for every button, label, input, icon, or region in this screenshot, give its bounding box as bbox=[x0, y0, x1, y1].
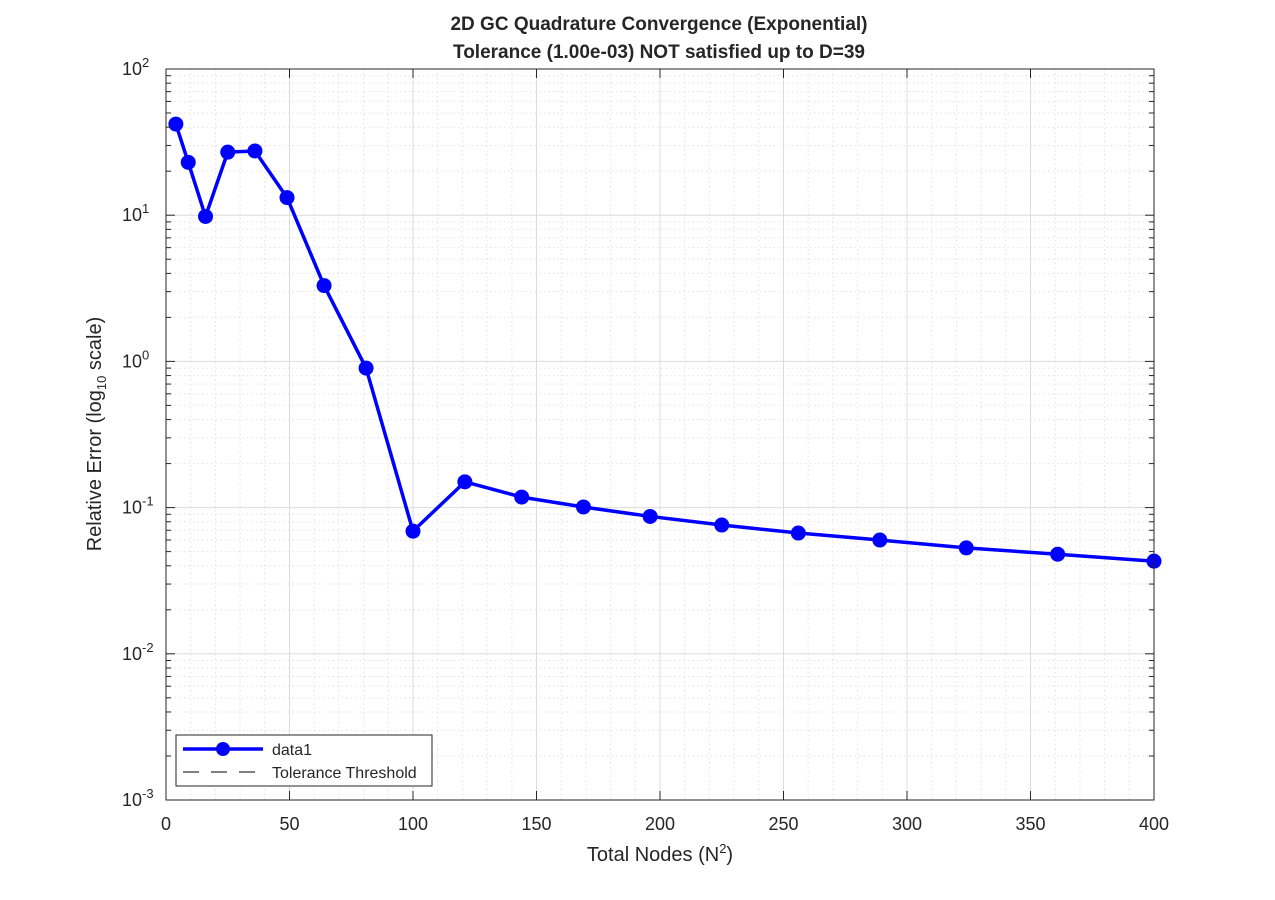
y-tick-label: 10-1 bbox=[122, 494, 154, 518]
data-point bbox=[457, 474, 473, 490]
data-point bbox=[642, 508, 658, 524]
data-point bbox=[958, 540, 974, 556]
legend-label-data1: data1 bbox=[272, 742, 312, 759]
x-tick-label: 0 bbox=[161, 814, 171, 834]
data-point bbox=[514, 489, 530, 505]
data-point bbox=[247, 143, 263, 159]
y-tick-label: 10-2 bbox=[122, 640, 154, 664]
data-point bbox=[168, 116, 184, 132]
x-tick-label: 150 bbox=[521, 814, 551, 834]
x-tick-label: 100 bbox=[398, 814, 428, 834]
x-axis-label: Total Nodes (N2) bbox=[587, 841, 733, 866]
data-point bbox=[220, 144, 236, 160]
y-tick-label: 10-3 bbox=[122, 786, 154, 810]
x-axis-label-sup: 2 bbox=[719, 841, 726, 856]
data-point bbox=[198, 208, 214, 224]
data-point bbox=[872, 532, 888, 548]
x-axis-label-text: Total Nodes (N bbox=[587, 844, 719, 866]
legend-box bbox=[175, 734, 433, 787]
legend-marker-data1 bbox=[216, 742, 230, 756]
x-tick-label: 50 bbox=[279, 814, 299, 834]
x-tick-label: 400 bbox=[1139, 814, 1169, 834]
data-point bbox=[279, 190, 295, 206]
x-tick-label: 300 bbox=[892, 814, 922, 834]
x-tick-label: 350 bbox=[1015, 814, 1045, 834]
chart-title-line-1: 2D GC Quadrature Convergence (Exponentia… bbox=[450, 14, 867, 35]
x-tick-label: 200 bbox=[645, 814, 675, 834]
y-axis-label-suffix: scale) bbox=[84, 317, 106, 376]
y-tick-label: 100 bbox=[122, 347, 149, 371]
data-point bbox=[405, 523, 421, 539]
data-point bbox=[714, 517, 730, 533]
data-point bbox=[1050, 546, 1066, 562]
y-axis-label-text: Relative Error (log bbox=[84, 390, 106, 551]
legend-label-tolerance: Tolerance Threshold bbox=[272, 765, 417, 782]
legend: data1 Tolerance Threshold bbox=[175, 734, 433, 787]
data-point bbox=[790, 525, 806, 541]
y-tick-label: 101 bbox=[122, 201, 149, 225]
data-point bbox=[180, 154, 196, 170]
chart-title-line-2: Tolerance (1.00e-03) NOT satisfied up to… bbox=[453, 42, 865, 63]
minor-grid bbox=[166, 69, 1154, 800]
data-point bbox=[358, 360, 374, 376]
data-point bbox=[316, 278, 332, 294]
y-axis-label-sub: 10 bbox=[94, 376, 109, 390]
x-axis-label-suffix: ) bbox=[726, 844, 733, 866]
axis-ticks bbox=[165, 68, 1155, 801]
y-axis-label: Relative Error (log10 scale) bbox=[84, 317, 109, 552]
x-tick-label: 250 bbox=[768, 814, 798, 834]
y-tick-label: 102 bbox=[122, 55, 149, 79]
data-point bbox=[575, 499, 591, 515]
x-tick-labels: 0 50 100 150 200 250 300 350 400 bbox=[161, 814, 1169, 834]
y-tick-labels: 10-3 10-2 10-1 100 101 102 bbox=[122, 55, 154, 810]
